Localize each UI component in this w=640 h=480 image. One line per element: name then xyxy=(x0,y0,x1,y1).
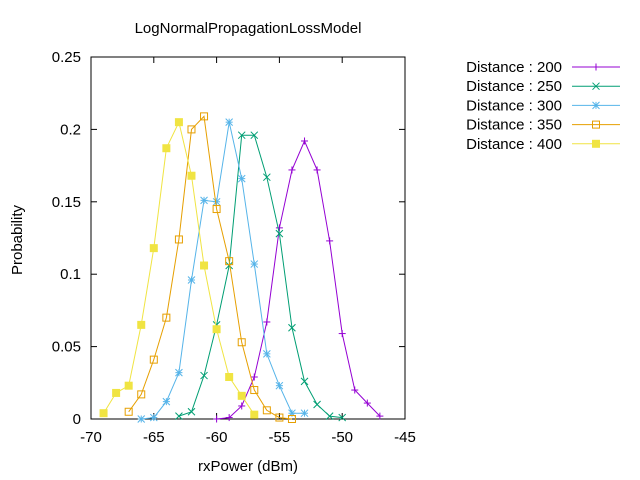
y-tick-label: 0.15 xyxy=(52,194,81,211)
data-point xyxy=(212,325,221,334)
x-tick-label: -50 xyxy=(331,429,353,446)
y-tick-label: 0.1 xyxy=(60,266,81,283)
legend-entry: Distance : 400 xyxy=(466,136,620,153)
data-point xyxy=(137,415,146,423)
series-4 xyxy=(124,112,296,423)
legend-label: Distance : 400 xyxy=(466,136,562,153)
legend-label: Distance : 350 xyxy=(466,117,562,134)
data-point xyxy=(149,355,158,364)
plot-series xyxy=(99,112,384,423)
series-line xyxy=(128,115,293,420)
data-point xyxy=(124,381,133,390)
data-point xyxy=(225,261,234,270)
data-point xyxy=(250,410,259,419)
data-point xyxy=(300,409,309,418)
data-point xyxy=(237,338,246,347)
data-point xyxy=(99,409,108,418)
legend-entry: Distance : 200 xyxy=(466,59,620,76)
y-axis-label: Probability xyxy=(9,204,26,275)
axes: 0 0.05 0.1 0.15 0.2 0.25 -70 -65 -60 -55 -50 -45 xyxy=(52,49,416,446)
data-point xyxy=(175,412,183,420)
data-point xyxy=(162,397,171,406)
x-tick-label: -55 xyxy=(269,429,291,446)
data-point xyxy=(187,125,196,134)
data-point xyxy=(225,118,234,127)
x-tick-label: -65 xyxy=(143,429,165,446)
legend-label: Distance : 300 xyxy=(466,97,562,114)
data-point xyxy=(250,260,259,268)
data-point xyxy=(592,120,600,129)
series-line xyxy=(141,122,305,420)
y-tick-label: 0.05 xyxy=(52,339,81,356)
data-point xyxy=(262,173,271,182)
legend-label: Distance : 200 xyxy=(466,59,562,76)
data-point xyxy=(187,276,196,284)
data-point xyxy=(149,244,158,253)
data-point xyxy=(124,407,133,416)
data-point xyxy=(325,412,334,420)
data-point xyxy=(275,413,284,422)
data-point xyxy=(187,171,196,180)
data-point xyxy=(212,205,221,214)
y-tick-label: 0.25 xyxy=(52,49,81,66)
series-1 xyxy=(213,137,384,423)
y-tick-label: 0.2 xyxy=(60,121,81,138)
data-point xyxy=(237,174,246,183)
data-point xyxy=(287,415,296,423)
data-point xyxy=(225,373,234,382)
chart-title: LogNormalPropagationLossModel xyxy=(135,20,362,37)
data-point xyxy=(187,407,196,416)
x-tick-label: -60 xyxy=(206,429,228,446)
data-point xyxy=(250,131,259,140)
series-line xyxy=(178,134,343,419)
data-point xyxy=(174,235,183,244)
data-point xyxy=(275,381,284,390)
data-point xyxy=(212,197,221,206)
data-point xyxy=(592,139,600,148)
data-point xyxy=(137,320,146,329)
data-point xyxy=(237,391,246,400)
data-point xyxy=(262,349,271,358)
data-point xyxy=(149,413,158,422)
plot-area-border xyxy=(90,56,406,420)
data-point xyxy=(162,313,171,322)
legend-label: Distance : 250 xyxy=(466,78,562,95)
data-point xyxy=(112,388,121,397)
data-point xyxy=(300,377,309,386)
legend-entry: Distance : 250 xyxy=(466,78,620,95)
series-3 xyxy=(137,118,309,423)
data-point xyxy=(592,101,600,110)
data-point xyxy=(250,386,259,395)
x-tick-label: -45 xyxy=(394,429,416,446)
series-line xyxy=(216,139,381,420)
legend: Distance : 200 Distance : 250 Distance : 3… xyxy=(466,59,620,153)
data-point xyxy=(288,323,296,332)
data-point xyxy=(137,390,146,399)
data-point xyxy=(592,82,600,91)
data-point xyxy=(262,406,271,415)
data-point xyxy=(200,196,208,205)
legend-entry: Distance : 350 xyxy=(466,117,620,134)
series-5 xyxy=(99,118,259,419)
data-point xyxy=(200,261,209,270)
data-point xyxy=(313,400,321,409)
series-2 xyxy=(175,131,347,422)
data-point xyxy=(162,144,171,153)
data-point xyxy=(200,371,208,380)
y-tick-label: 0 xyxy=(73,411,81,428)
data-point xyxy=(225,257,234,266)
data-point xyxy=(237,131,246,140)
x-axis-label: rxPower (dBm) xyxy=(198,458,298,475)
data-point xyxy=(174,118,183,127)
x-tick-label: -70 xyxy=(80,429,102,446)
data-point xyxy=(275,229,284,238)
data-point xyxy=(338,413,347,422)
data-point xyxy=(175,368,183,377)
data-point xyxy=(200,112,209,121)
legend-entry: Distance : 300 xyxy=(466,97,620,114)
